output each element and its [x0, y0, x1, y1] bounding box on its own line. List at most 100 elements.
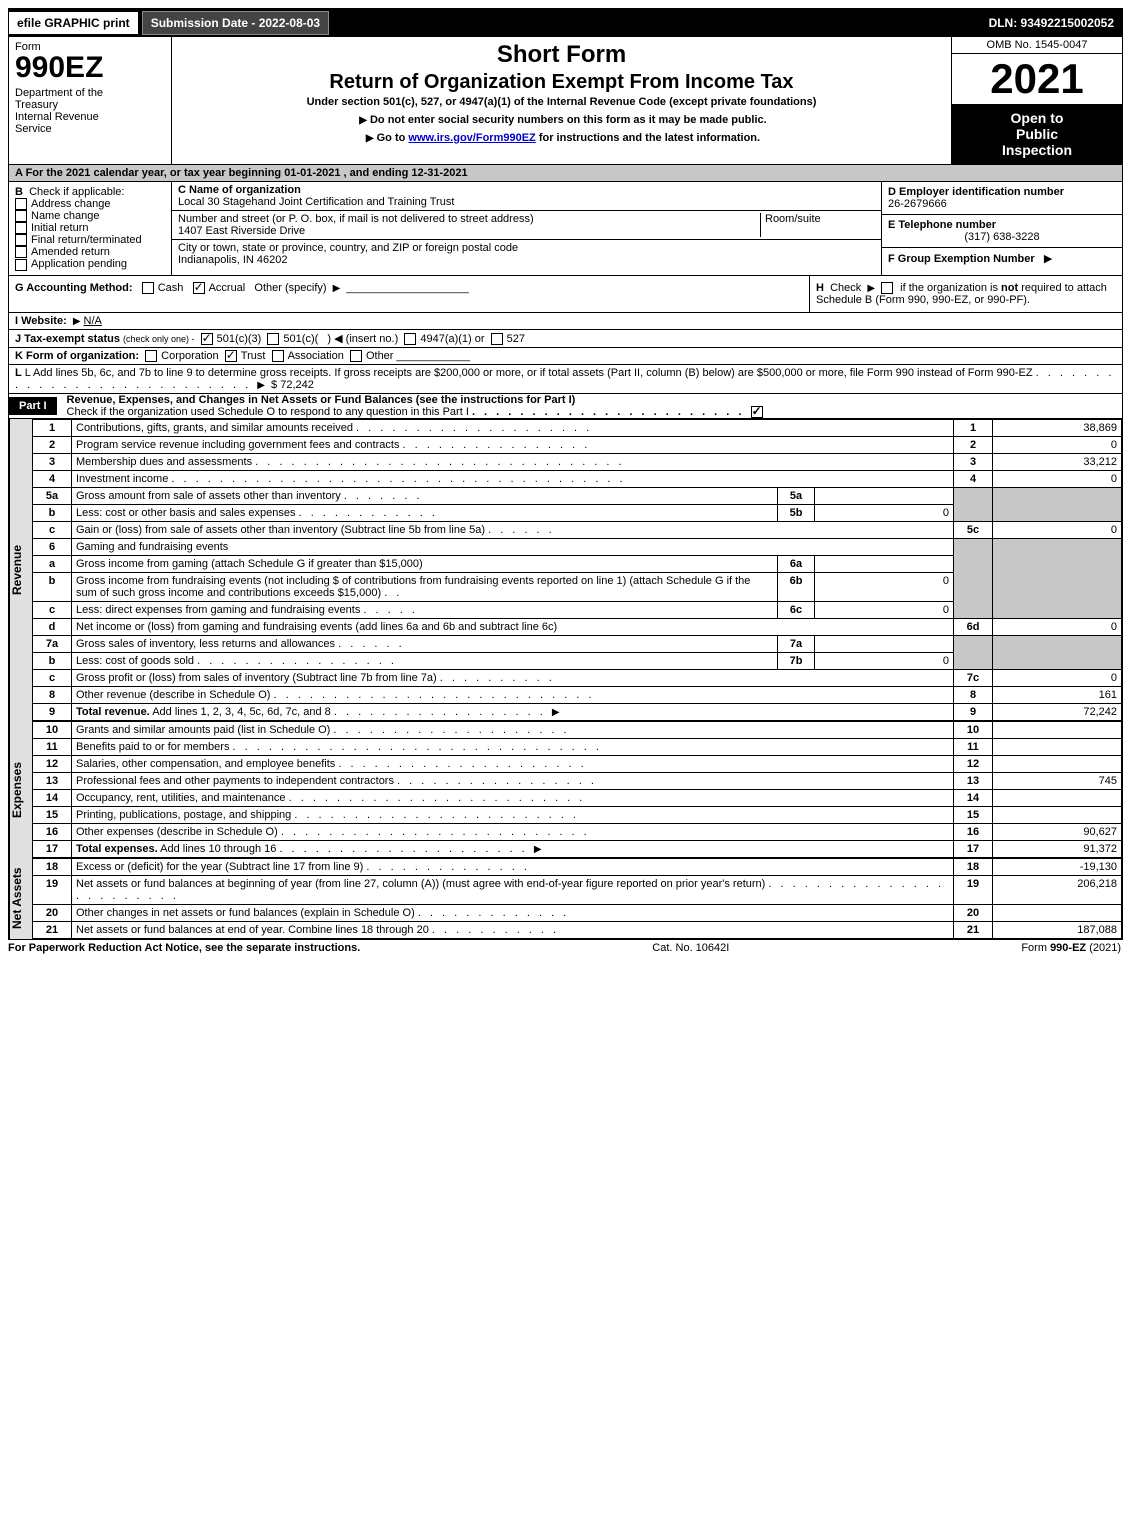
l19-desc: Net assets or fund balances at beginning…	[76, 878, 765, 890]
l7a-amt	[815, 635, 954, 652]
section-h: H Check if the organization is not requi…	[809, 276, 1122, 312]
section-l: L L Add lines 5b, 6c, and 7b to line 9 t…	[9, 365, 1122, 394]
title-return: Return of Organization Exempt From Incom…	[178, 71, 945, 94]
omb-number: OMB No. 1545-0047	[952, 37, 1122, 54]
d-label: D Employer identification number	[888, 186, 1064, 198]
cb-4947[interactable]	[404, 333, 416, 345]
expenses-section: Expenses 10Grants and similar amounts pa…	[9, 721, 1122, 858]
cb-name-change[interactable]	[15, 210, 27, 222]
l16-desc: Other expenses (describe in Schedule O)	[76, 826, 278, 838]
ein: 26-2679666	[888, 198, 947, 210]
l-text: L Add lines 5b, 6c, and 7b to line 9 to …	[25, 367, 1033, 379]
l7c-amt: 0	[993, 669, 1122, 686]
line-3: 3Membership dues and assessments . . . .…	[33, 453, 1122, 470]
netassets-section: Net Assets 18Excess or (deficit) for the…	[9, 858, 1122, 939]
k-other: Other	[366, 350, 394, 362]
efile-label: efile GRAPHIC print	[9, 12, 140, 34]
part1-title-text: Revenue, Expenses, and Changes in Net As…	[67, 394, 576, 406]
section-def: D Employer identification number 26-2679…	[881, 182, 1122, 275]
cb-501c[interactable]	[267, 333, 279, 345]
l1-desc: Contributions, gifts, grants, and simila…	[76, 422, 353, 434]
l4-amt: 0	[993, 470, 1122, 487]
cb-initial-return[interactable]	[15, 222, 27, 234]
c-label: C Name of organization	[178, 184, 301, 196]
line-13: 13Professional fees and other payments t…	[33, 772, 1122, 789]
l14-desc: Occupancy, rent, utilities, and maintena…	[76, 792, 286, 804]
cb-part1-scho[interactable]	[751, 406, 763, 418]
line-18: 18Excess or (deficit) for the year (Subt…	[33, 858, 1122, 875]
address: 1407 East Riverside Drive	[178, 225, 305, 237]
l6c-amt: 0	[815, 601, 954, 618]
cb-final-return[interactable]	[15, 234, 27, 246]
l8-desc: Other revenue (describe in Schedule O)	[76, 689, 270, 701]
l9-amt: 72,242	[993, 703, 1122, 720]
l7a-desc: Gross sales of inventory, less returns a…	[76, 638, 335, 650]
b-opt-1: Name change	[31, 210, 100, 222]
l6d-amt: 0	[993, 618, 1122, 635]
city: Indianapolis, IN 46202	[178, 254, 287, 266]
line-4: 4Investment income . . . . . . . . . . .…	[33, 470, 1122, 487]
footer-left: For Paperwork Reduction Act Notice, see …	[8, 942, 360, 954]
cb-trust[interactable]	[225, 350, 237, 362]
section-k: K Form of organization: Corporation Trus…	[9, 348, 1122, 365]
l2-desc: Program service revenue including govern…	[76, 439, 399, 451]
instr2-prefix: Go to	[377, 132, 409, 144]
cb-assoc[interactable]	[272, 350, 284, 362]
l1-amt: 38,869	[993, 419, 1122, 436]
l3-amt: 33,212	[993, 453, 1122, 470]
cb-501c3[interactable]	[201, 333, 213, 345]
line-16: 16Other expenses (describe in Schedule O…	[33, 823, 1122, 840]
b-opt-2: Initial return	[31, 222, 88, 234]
cb-other[interactable]	[350, 350, 362, 362]
department: Department of theTreasuryInternal Revenu…	[15, 87, 165, 135]
top-bar: efile GRAPHIC print Submission Date - 20…	[9, 9, 1122, 37]
part1-header: Part I Revenue, Expenses, and Changes in…	[9, 394, 1122, 419]
line-1: 1Contributions, gifts, grants, and simil…	[33, 419, 1122, 436]
gh-row: G Accounting Method: Cash Accrual Other …	[9, 276, 1122, 313]
l13-amt: 745	[993, 772, 1122, 789]
irs-link[interactable]: www.irs.gov/Form990EZ	[408, 132, 535, 144]
city-label: City or town, state or province, country…	[178, 242, 518, 254]
l20-amt	[993, 904, 1122, 921]
part1-label: Part I	[9, 397, 57, 415]
l12-desc: Salaries, other compensation, and employ…	[76, 758, 335, 770]
l2-amt: 0	[993, 436, 1122, 453]
e-phone-block: E Telephone number (317) 638-3228	[882, 215, 1122, 248]
c-city-block: City or town, state or province, country…	[172, 240, 881, 268]
website: N/A	[84, 315, 102, 327]
b-check-if: Check if applicable:	[29, 186, 124, 198]
instr-ssn: Do not enter social security numbers on …	[178, 114, 945, 126]
line-7c: cGross profit or (loss) from sales of in…	[33, 669, 1122, 686]
title-short-form: Short Form	[178, 41, 945, 69]
cb-amended[interactable]	[15, 246, 27, 258]
cb-address-change[interactable]	[15, 198, 27, 210]
cb-527[interactable]	[491, 333, 503, 345]
l15-amt	[993, 806, 1122, 823]
g-opt-cash: Cash	[158, 282, 184, 294]
cb-pending[interactable]	[15, 259, 27, 271]
l17-amt: 91,372	[993, 840, 1122, 857]
l18-amt: -19,130	[993, 858, 1122, 875]
f-group-block: F Group Exemption Number ▶	[882, 248, 1122, 269]
c-name-block: C Name of organization Local 30 Stagehan…	[172, 182, 881, 211]
l12-amt	[993, 755, 1122, 772]
line-6: 6Gaming and fundraising events	[33, 538, 1122, 555]
header-right: OMB No. 1545-0047 2021 Open toPublicInsp…	[951, 37, 1122, 164]
section-b: B Check if applicable: Address change Na…	[9, 182, 172, 275]
cb-accrual[interactable]	[193, 282, 205, 294]
l6c-desc: Less: direct expenses from gaming and fu…	[76, 604, 360, 616]
l11-desc: Benefits paid to or for members	[76, 741, 229, 753]
cb-h[interactable]	[881, 282, 893, 294]
section-c: C Name of organization Local 30 Stagehan…	[172, 182, 881, 275]
b-opt-5: Application pending	[31, 258, 127, 270]
d-ein-block: D Employer identification number 26-2679…	[882, 182, 1122, 215]
l15-desc: Printing, publications, postage, and shi…	[76, 809, 291, 821]
line-6d: dNet income or (loss) from gaming and fu…	[33, 618, 1122, 635]
org-name: Local 30 Stagehand Joint Certification a…	[178, 196, 454, 208]
cb-cash[interactable]	[142, 282, 154, 294]
l5c-amt: 0	[993, 521, 1122, 538]
l4-desc: Investment income	[76, 473, 168, 485]
addr-label: Number and street (or P. O. box, if mail…	[178, 213, 534, 225]
f-label: F Group Exemption Number	[888, 253, 1035, 265]
cb-corp[interactable]	[145, 350, 157, 362]
